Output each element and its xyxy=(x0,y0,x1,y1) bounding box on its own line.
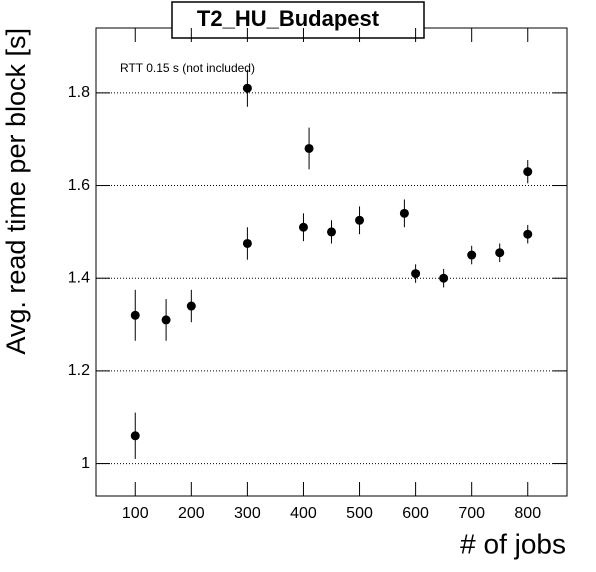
x-tick-label: 100 xyxy=(122,505,149,522)
y-axis-label: Avg. read time per block [s] xyxy=(1,28,31,355)
data-point xyxy=(242,83,252,93)
data-point xyxy=(355,215,365,225)
x-tick-label: 300 xyxy=(234,505,261,522)
data-point xyxy=(411,269,421,279)
data-point xyxy=(439,273,449,283)
x-tick-label: 200 xyxy=(178,505,205,522)
data-point xyxy=(242,238,252,248)
data-point xyxy=(186,301,196,311)
y-tick-label: 1.4 xyxy=(68,269,90,286)
data-point xyxy=(399,208,409,218)
title-box xyxy=(171,1,425,39)
data-point xyxy=(304,143,314,153)
annotation: RTT 0.15 s (not included) xyxy=(120,61,255,75)
data-point xyxy=(495,248,505,258)
y-tick-label: 1.8 xyxy=(68,84,90,101)
x-axis-label: # of jobs xyxy=(460,528,566,559)
x-tick-label: 600 xyxy=(402,505,429,522)
data-point xyxy=(327,227,336,237)
data-point xyxy=(523,167,533,177)
data-point xyxy=(467,250,477,260)
data-point xyxy=(161,315,171,325)
y-tick-label: 1.6 xyxy=(68,177,90,194)
data-point xyxy=(130,431,140,441)
x-tick-label: 500 xyxy=(346,505,373,522)
y-tick-label: 1 xyxy=(81,455,90,472)
x-tick-label: 400 xyxy=(290,505,317,522)
data-point xyxy=(130,310,140,320)
x-tick-label: 800 xyxy=(514,505,541,522)
chart-title: T2_HU_Budapest xyxy=(197,6,380,31)
data-point xyxy=(523,229,533,239)
data-point xyxy=(298,222,308,232)
y-tick-label: 1.2 xyxy=(68,362,90,379)
x-tick-label: 700 xyxy=(458,505,485,522)
